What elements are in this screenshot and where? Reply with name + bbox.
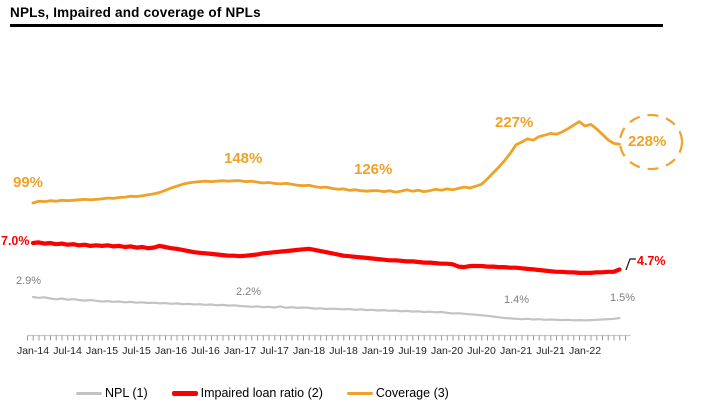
x-axis-label: Jul-21 — [536, 345, 565, 357]
legend-label: NPL (1) — [105, 386, 148, 400]
data-label: 148% — [224, 150, 263, 167]
data-label: 99% — [13, 174, 44, 191]
x-axis-label: Jul-16 — [191, 345, 220, 357]
series-line-npl — [31, 295, 621, 322]
legend-item: Impaired loan ratio (2) — [171, 386, 323, 400]
x-axis-label: Jul-15 — [122, 345, 151, 357]
x-axis-label: Jan-16 — [154, 345, 188, 357]
highlight-ellipse — [618, 113, 684, 171]
data-label: 7.0% — [1, 234, 30, 248]
data-label: 2.2% — [236, 286, 262, 298]
x-axis-label: Jan-20 — [430, 345, 464, 357]
x-axis-label: Jul-17 — [260, 345, 289, 357]
legend-swatch-icon — [76, 391, 102, 395]
x-axis-label: Jan-17 — [223, 345, 257, 357]
x-axis-label: Jan-21 — [499, 345, 533, 357]
legend-swatch-icon — [171, 390, 198, 396]
data-label: 2.9% — [16, 275, 42, 287]
x-axis-label: Jul-18 — [329, 345, 358, 357]
x-axis-label: Jul-14 — [53, 345, 82, 357]
series-line-coverage — [31, 120, 621, 205]
x-axis-label: Jan-18 — [292, 345, 326, 357]
data-label: 4.7% — [637, 254, 666, 268]
data-label: 126% — [354, 161, 393, 178]
legend-label: Impaired loan ratio (2) — [200, 386, 323, 400]
x-axis-label: Jul-20 — [467, 345, 496, 357]
legend-item: NPL (1) — [76, 386, 148, 400]
legend-label: Coverage (3) — [375, 386, 449, 400]
x-axis-label: Jan-14 — [16, 345, 50, 357]
x-axis-label: Jan-22 — [568, 345, 602, 357]
data-label: 227% — [495, 114, 534, 131]
label-connector — [625, 258, 636, 271]
series-line-impaired — [30, 240, 622, 275]
data-label: 1.4% — [504, 294, 530, 306]
chart-legend: NPL (1) Impaired loan ratio (2) Coverage (… — [76, 386, 449, 400]
legend-item: Coverage (3) — [346, 386, 449, 400]
data-label: 228% — [628, 133, 667, 150]
x-axis-label: Jul-19 — [398, 345, 427, 357]
chart-title: NPLs, Impaired and coverage of NPLs — [10, 5, 663, 27]
legend-swatch-icon — [346, 391, 373, 395]
x-axis-label: Jan-19 — [361, 345, 395, 357]
data-label: 1.5% — [610, 292, 636, 304]
x-axis-label: Jan-15 — [85, 345, 119, 357]
